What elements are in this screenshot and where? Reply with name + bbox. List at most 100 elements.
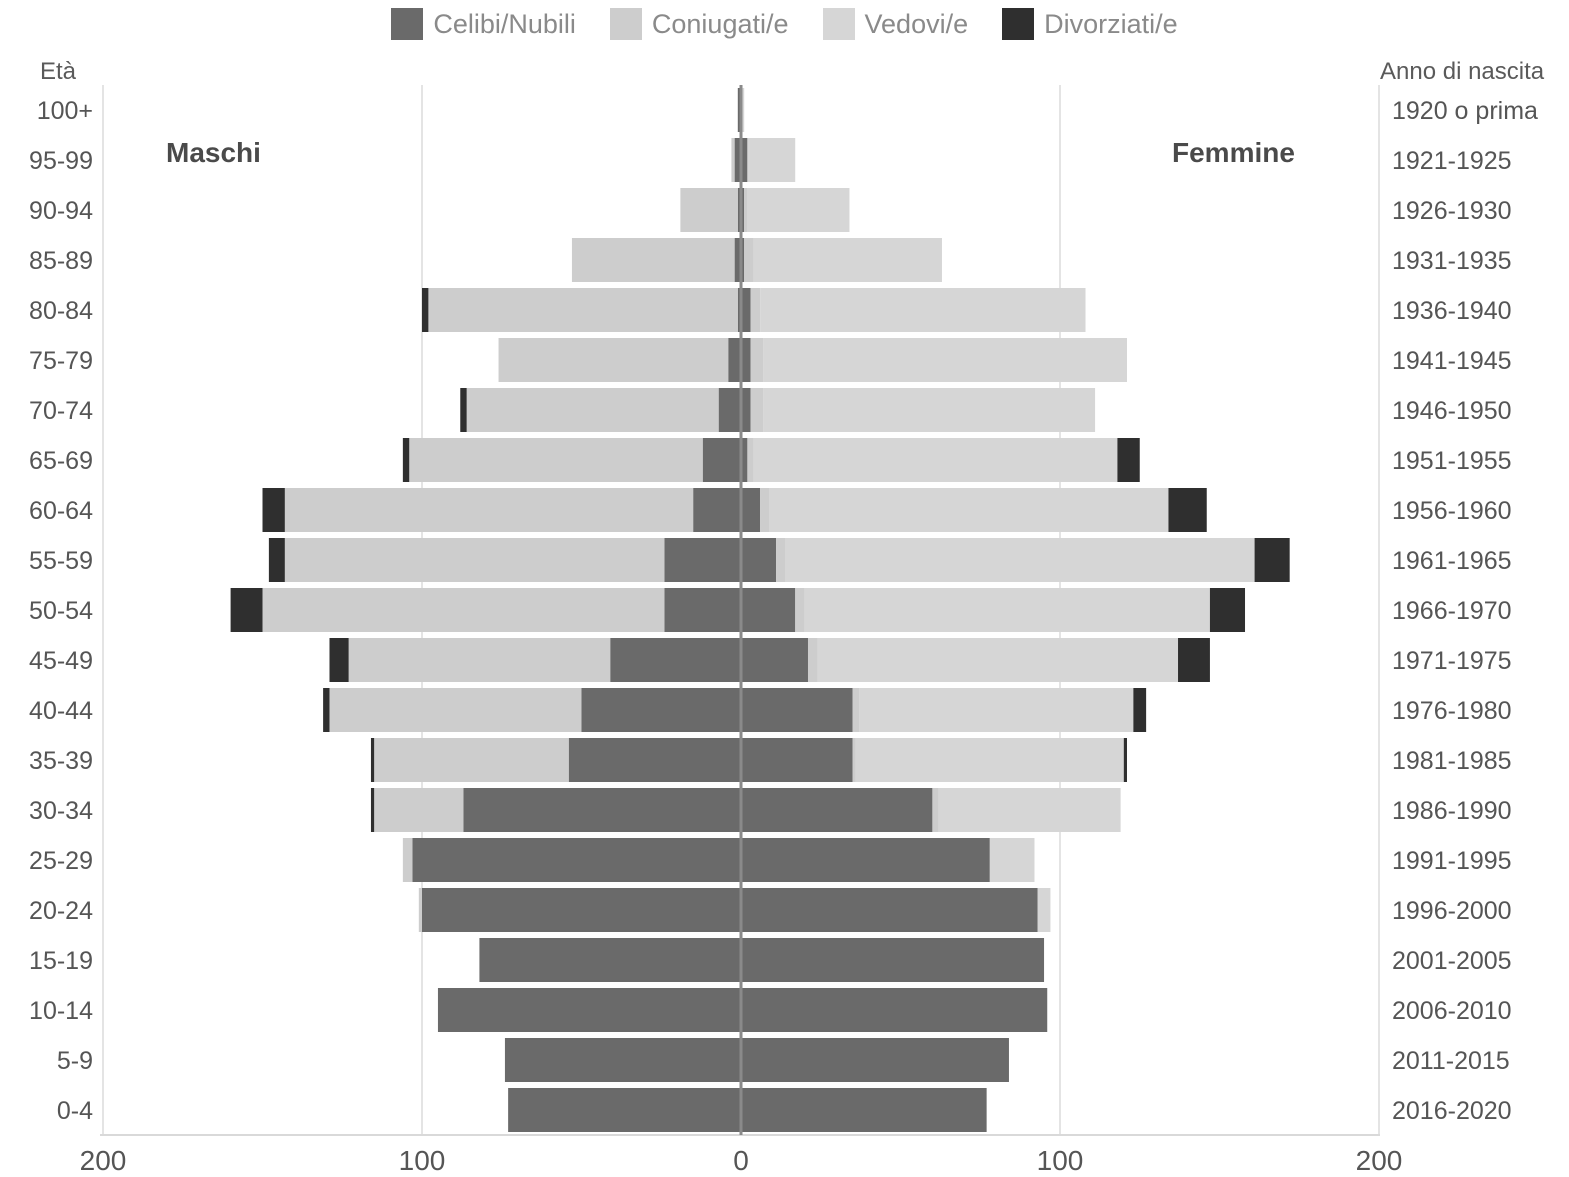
age-group-label: 10-14	[29, 997, 93, 1025]
bar-males-divorziati-70-74	[460, 388, 467, 432]
birth-year-label: 1926-1930	[1392, 197, 1512, 225]
legend-item-divorziati[interactable]: Divorziati/e	[1002, 8, 1178, 40]
bar-females-celibi-10-14	[741, 988, 1048, 1032]
bar-females-vedovi-65-69	[753, 438, 1118, 482]
birth-year-label: 1966-1970	[1392, 597, 1512, 625]
bar-females-vedovi-90-94	[747, 188, 850, 232]
bar-males-coniugati-20-24	[418, 888, 422, 932]
legend-item-vedovi[interactable]: Vedovi/e	[822, 8, 968, 40]
bar-females-divorziati-55-59	[1254, 538, 1290, 582]
birth-year-label: 1941-1945	[1392, 347, 1512, 375]
bar-males-coniugati-90-94	[680, 188, 738, 232]
birth-year-label: 1951-1955	[1392, 447, 1512, 475]
birth-year-label: 1981-1985	[1392, 747, 1512, 775]
bar-females-celibi-35-39	[741, 738, 853, 782]
bar-females-vedovi-20-24	[1037, 888, 1051, 932]
bar-males-divorziati-65-69	[402, 438, 410, 482]
bar-males-divorziati-50-54	[230, 588, 263, 632]
bar-males-divorziati-55-59	[268, 538, 285, 582]
bar-females-vedovi-35-39	[855, 738, 1124, 782]
bar-females-coniugati-75-79	[750, 338, 764, 382]
age-group-label: 30-34	[29, 797, 93, 825]
bar-males-celibi-40-44	[581, 688, 741, 732]
bar-males-divorziati-60-64	[262, 488, 285, 532]
bar-females-celibi-90-94	[741, 188, 745, 232]
birth-year-label: 1936-1940	[1392, 297, 1512, 325]
bar-females-celibi-85-89	[741, 238, 745, 282]
legend-item-celibi[interactable]: Celibi/Nubili	[391, 8, 576, 40]
bar-females-vedovi-80-84	[760, 288, 1086, 332]
bar-males-celibi-95-99	[734, 138, 741, 182]
males-label: Maschi	[166, 137, 261, 168]
legend-label-coniugati: Coniugati/e	[651, 8, 789, 39]
bar-males-coniugati-85-89	[571, 238, 735, 282]
x-tick-label: 200	[1356, 1145, 1403, 1176]
birth-year-label: 1946-1950	[1392, 397, 1512, 425]
bar-males-coniugati-80-84	[428, 288, 738, 332]
bar-males-celibi-100+	[737, 88, 741, 132]
bar-males-celibi-70-74	[718, 388, 741, 432]
bar-males-celibi-55-59	[664, 538, 741, 582]
birth-year-label: 1971-1975	[1392, 647, 1512, 675]
bar-females-celibi-20-24	[741, 888, 1038, 932]
legend-item-coniugati[interactable]: Coniugati/e	[609, 8, 789, 40]
birth-year-label: 1996-2000	[1392, 897, 1512, 925]
age-group-label: 100+	[37, 97, 93, 125]
bar-females-celibi-55-59	[741, 538, 777, 582]
bar-females-vedovi-55-59	[785, 538, 1255, 582]
age-group-label: 50-54	[29, 597, 93, 625]
bar-males-coniugati-65-69	[409, 438, 703, 482]
bar-females-divorziati-40-44	[1133, 688, 1147, 732]
age-group-label: 60-64	[29, 497, 93, 525]
birth-year-label: 2016-2020	[1392, 1097, 1512, 1125]
bar-females-coniugati-45-49	[807, 638, 818, 682]
bar-females-coniugati-85-89	[744, 238, 754, 282]
birth-year-label: 2001-2005	[1392, 947, 1512, 975]
age-group-label: 95-99	[29, 147, 93, 175]
bar-males-coniugati-60-64	[284, 488, 694, 532]
bar-females-celibi-5-9	[741, 1038, 1009, 1082]
bar-males-coniugati-75-79	[498, 338, 729, 382]
bar-females-divorziati-65-69	[1117, 438, 1140, 482]
bar-females-vedovi-95-99	[747, 138, 796, 182]
bar-females-vedovi-60-64	[769, 488, 1169, 532]
bar-males-coniugati-30-34	[374, 788, 464, 832]
bar-males-celibi-25-29	[412, 838, 741, 882]
bar-females-vedovi-100+	[741, 88, 745, 132]
bar-males-celibi-85-89	[734, 238, 741, 282]
birth-year-label: 1956-1960	[1392, 497, 1512, 525]
birth-year-label: 2011-2015	[1392, 1047, 1510, 1075]
chart-legend: Celibi/Nubili Coniugati/e Vedovi/e Divor…	[0, 8, 1569, 40]
bar-males-coniugati-95-99	[731, 138, 735, 182]
bar-females-vedovi-40-44	[859, 688, 1134, 732]
bar-males-celibi-20-24	[422, 888, 741, 932]
age-group-label: 25-29	[29, 847, 93, 875]
bar-males-celibi-80-84	[737, 288, 741, 332]
x-tick-label: 0	[733, 1145, 749, 1176]
bar-females-coniugati-60-64	[760, 488, 770, 532]
bar-males-coniugati-55-59	[284, 538, 665, 582]
age-group-label: 45-49	[29, 647, 93, 675]
bar-females-coniugati-90-94	[744, 188, 748, 232]
legend-label-divorziati: Divorziati/e	[1044, 8, 1178, 39]
age-group-label: 40-44	[29, 697, 93, 725]
age-group-label: 70-74	[29, 397, 93, 425]
bar-females-vedovi-25-29	[989, 838, 1035, 882]
bar-males-divorziati-80-84	[422, 288, 429, 332]
bar-males-celibi-65-69	[702, 438, 741, 482]
x-tick-label: 200	[80, 1145, 127, 1176]
bar-males-coniugati-25-29	[402, 838, 413, 882]
bar-males-celibi-45-49	[610, 638, 741, 682]
age-group-label: 5-9	[57, 1047, 93, 1075]
legend-swatch-vedovi	[822, 8, 855, 40]
bar-females-coniugati-40-44	[852, 688, 860, 732]
x-tick-label: 100	[1037, 1145, 1084, 1176]
bar-females-celibi-95-99	[741, 138, 748, 182]
bar-females-celibi-70-74	[741, 388, 751, 432]
legend-swatch-celibi	[391, 8, 424, 40]
bar-males-celibi-15-19	[479, 938, 741, 982]
bar-females-celibi-60-64	[741, 488, 761, 532]
age-group-label: 15-19	[29, 947, 93, 975]
age-group-label: 85-89	[29, 247, 93, 275]
